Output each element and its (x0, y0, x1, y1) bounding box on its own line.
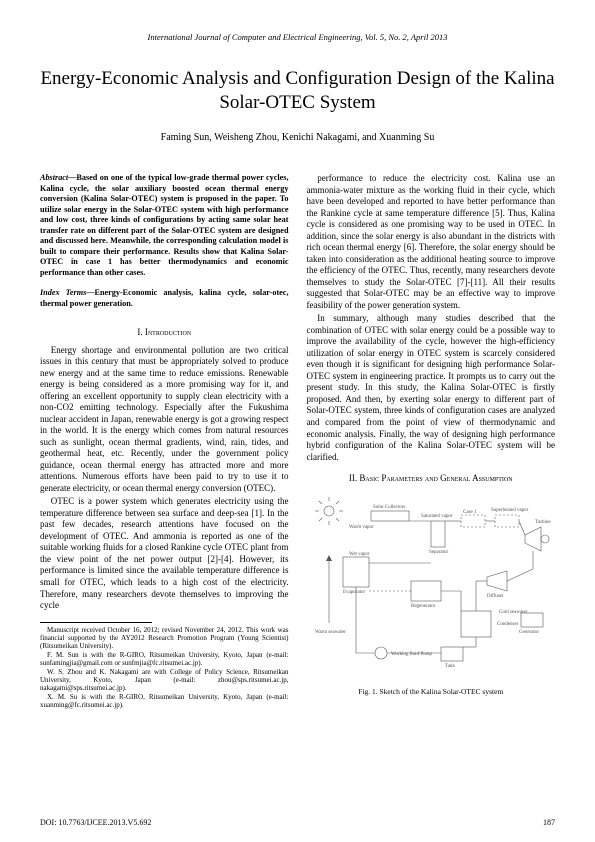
para-2: OTEC is a power system which generates e… (40, 496, 289, 611)
authors: Faming Sun, Weisheng Zhou, Kenichi Nakag… (40, 132, 555, 145)
abstract: Abstract—Based on one of the typical low… (40, 173, 289, 278)
index-terms: Index Terms—Energy-Economic analysis, ka… (40, 288, 289, 309)
label-cws: Cold seawater (499, 610, 528, 615)
index-terms-lead: Index Terms— (40, 288, 94, 297)
para-4: In summary, although many studies descri… (307, 313, 556, 463)
para-3: performance to reduce the electricity co… (307, 173, 556, 311)
journal-header: International Journal of Computer and El… (40, 32, 555, 43)
footnote-4: X. M. Su is with the R-GIRO, Ritsumeikan… (40, 693, 289, 710)
label-reg: Regenerator (411, 604, 436, 609)
svg-text:Case 1: Case 1 (463, 510, 477, 515)
footnote-1: Manuscript received October 16, 2012; re… (40, 626, 289, 651)
label-cond: Condenser (497, 622, 519, 627)
svg-text:Turbine: Turbine (535, 520, 551, 525)
body-columns: Abstract—Based on one of the typical low… (40, 173, 555, 709)
paper-title: Energy-Economic Analysis and Configurati… (40, 67, 555, 115)
abstract-lead: Abstract— (40, 173, 76, 182)
abstract-body: Based on one of the typical low-grade th… (40, 173, 289, 277)
label-solar: Solar Collectors (373, 505, 405, 510)
page-number: 187 (543, 818, 555, 828)
page-footer: DOI: 10.7763/IJCEE.2013.V5.692 187 (40, 818, 555, 828)
figure-1-caption: Fig. 1. Sketch of the Kalina Solar-OTEC … (307, 687, 556, 697)
svg-text:Tank: Tank (445, 664, 455, 669)
svg-text:Wet vapor: Wet vapor (349, 552, 370, 557)
figure-1-svg: Solar Collectors Warm vapor Separator Sa… (311, 493, 551, 683)
doi: DOI: 10.7763/IJCEE.2013.V5.692 (40, 818, 151, 828)
label-sep: Separator (429, 550, 448, 555)
label-gen: Generator (519, 630, 539, 635)
label-warm: Warm vapor (349, 525, 374, 530)
label-diff: Diffuser (487, 594, 504, 599)
section-2-heading: II. Basic Parameters and General Assumpt… (307, 473, 556, 485)
label-wws: Warm seawater (315, 630, 346, 635)
footnote-block: Manuscript received October 16, 2012; re… (40, 622, 289, 710)
footnote-2: F. M. Sun is with the R-GIRO, Ritsumeika… (40, 651, 289, 668)
label-sat: Saturated vapor (421, 514, 453, 519)
figure-1: Solar Collectors Warm vapor Separator Sa… (307, 493, 556, 697)
footnote-separator (40, 622, 152, 623)
para-1: Energy shortage and environmental pollut… (40, 345, 289, 495)
label-sup: Superheated vapor (491, 508, 529, 513)
label-evap: Evaporator (343, 590, 366, 595)
footnote-3: W. S. Zhou and K. Nakagami are with Coll… (40, 668, 289, 693)
section-1-heading: I. Introduction (40, 327, 289, 339)
